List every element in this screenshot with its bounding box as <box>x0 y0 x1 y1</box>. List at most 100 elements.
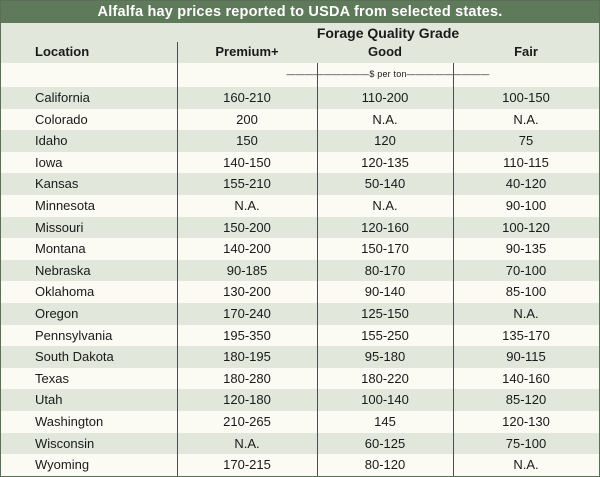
location-cell: Montana <box>35 241 86 257</box>
fair-price-cell: N.A. <box>513 111 539 127</box>
table-body: California 160-210 110-200 100-150 Colorado 2… <box>1 87 599 476</box>
fair-price-cell: 110-115 <box>503 154 549 170</box>
location-cell: Wyoming <box>35 457 90 473</box>
table-row: Wyoming 170-215 80-120 N.A. <box>1 454 599 476</box>
fair-column-header: Fair <box>514 44 538 59</box>
good-price-cell: 120 <box>374 133 396 149</box>
premium-price-cell: 180-280 <box>223 370 271 386</box>
premium-price-cell: 150-200 <box>223 219 271 235</box>
premium-price-cell: 170-215 <box>223 457 271 473</box>
fair-price-cell: 135-170 <box>502 327 550 343</box>
premium-column-header: Premium+ <box>215 44 279 59</box>
premium-price-cell: 140-150 <box>223 154 271 170</box>
table-row: Iowa 140-150 120-135 110-115 <box>1 152 599 174</box>
good-price-cell: 80-120 <box>364 457 406 473</box>
premium-price-cell: 155-210 <box>223 176 271 192</box>
location-cell: Minnesota <box>35 197 95 213</box>
premium-price-cell: 180-195 <box>223 349 271 365</box>
good-price-cell: 110-200 <box>361 90 409 105</box>
location-cell: Pennsylvania <box>35 327 113 343</box>
fair-price-cell: 100-150 <box>502 90 550 105</box>
table-row: Texas 180-280 180-220 140-160 <box>1 368 599 390</box>
location-cell: Kansas <box>35 176 79 192</box>
premium-price-cell: 210-265 <box>223 413 271 429</box>
unit-row: —————————$ per ton————————— <box>1 63 599 87</box>
good-price-cell: N.A. <box>372 197 398 213</box>
good-price-cell: 60-125 <box>364 435 406 451</box>
premium-price-cell: 200 <box>236 111 258 127</box>
location-cell: Iowa <box>35 154 63 170</box>
fair-price-cell: 90-135 <box>505 241 547 257</box>
good-price-cell: 180-220 <box>361 370 409 386</box>
location-cell: Washington <box>35 413 104 429</box>
table-row: California 160-210 110-200 100-150 <box>1 87 599 109</box>
fair-price-cell: 75 <box>518 133 534 149</box>
table-row: Missouri 150-200 120-160 100-120 <box>1 216 599 239</box>
good-price-cell: 95-180 <box>364 349 406 365</box>
location-cell: Oregon <box>35 305 79 321</box>
premium-price-cell: N.A. <box>234 435 260 451</box>
fair-price-cell: 120-130 <box>502 413 550 429</box>
location-column-header: Location <box>35 44 90 59</box>
table-row: Minnesota N.A. N.A. 90-100 <box>1 195 599 217</box>
table-row: Washington 210-265 145 120-130 <box>1 411 599 433</box>
fair-price-cell: N.A. <box>513 457 539 473</box>
table-row: Nebraska 90-185 80-170 70-100 <box>1 259 599 282</box>
good-price-cell: 90-140 <box>364 284 406 300</box>
location-cell: Missouri <box>35 219 84 235</box>
good-price-cell: 125-150 <box>361 305 409 321</box>
table-row: Wisconsin N.A. 60-125 75-100 <box>1 432 599 455</box>
fair-price-cell: 85-120 <box>505 392 547 408</box>
fair-price-cell: 70-100 <box>505 262 547 278</box>
location-cell: California <box>35 90 90 105</box>
good-price-cell: N.A. <box>372 111 398 127</box>
premium-price-cell: 150 <box>236 133 258 149</box>
good-column-header: Good <box>368 44 402 59</box>
good-price-cell: 120-135 <box>361 154 409 170</box>
location-cell: Texas <box>35 370 69 386</box>
location-cell: Idaho <box>35 133 68 149</box>
fair-price-cell: 100-120 <box>502 219 550 235</box>
good-price-cell: 150-170 <box>361 241 409 257</box>
table-row: Oklahoma 130-200 90-140 85-100 <box>1 281 599 303</box>
table-row: Montana 140-200 150-170 90-135 <box>1 238 599 260</box>
premium-price-cell: 170-240 <box>223 305 271 321</box>
fair-price-cell: 40-120 <box>505 176 547 192</box>
table-row: Utah 120-180 100-140 85-120 <box>1 389 599 411</box>
fair-price-cell: 85-100 <box>505 284 547 300</box>
unit-label: —————————$ per ton————————— <box>286 69 490 79</box>
column-divider <box>177 42 178 476</box>
premium-price-cell: 120-180 <box>223 392 271 408</box>
premium-price-cell: 140-200 <box>223 241 271 257</box>
good-price-cell: 155-250 <box>361 327 409 343</box>
location-cell: Colorado <box>35 111 88 127</box>
good-price-cell: 80-170 <box>364 262 406 278</box>
good-price-cell: 100-140 <box>361 392 409 408</box>
location-cell: Wisconsin <box>35 435 95 451</box>
column-divider <box>317 63 318 476</box>
location-cell: Utah <box>35 392 63 408</box>
premium-price-cell: 160-210 <box>223 90 271 105</box>
table-title: Alfalfa hay prices reported to USDA from… <box>1 1 599 23</box>
premium-price-cell: 195-350 <box>223 327 271 343</box>
table-row: Kansas 155-210 50-140 40-120 <box>1 173 599 195</box>
table-header: Forage Quality Grade Location Premium+ G… <box>1 23 599 63</box>
fair-price-cell: 90-100 <box>505 197 547 213</box>
location-cell: Oklahoma <box>35 284 95 300</box>
fair-price-cell: 90-115 <box>506 349 546 365</box>
fair-price-cell: N.A. <box>513 305 539 321</box>
location-cell: Nebraska <box>35 262 91 278</box>
table-row: South Dakota 180-195 95-180 90-115 <box>1 346 599 368</box>
premium-price-cell: 90-185 <box>226 262 268 278</box>
fair-price-cell: 75-100 <box>505 435 547 451</box>
column-divider <box>453 63 454 476</box>
premium-price-cell: 130-200 <box>223 284 271 300</box>
fair-price-cell: 140-160 <box>502 370 550 386</box>
table-row: Pennsylvania 195-350 155-250 135-170 <box>1 325 599 347</box>
premium-price-cell: N.A. <box>234 197 260 213</box>
location-cell: South Dakota <box>35 349 114 365</box>
table-row: Oregon 170-240 125-150 N.A. <box>1 302 599 325</box>
table-row: Colorado 200 N.A. N.A. <box>1 109 599 131</box>
good-price-cell: 50-140 <box>364 176 406 192</box>
